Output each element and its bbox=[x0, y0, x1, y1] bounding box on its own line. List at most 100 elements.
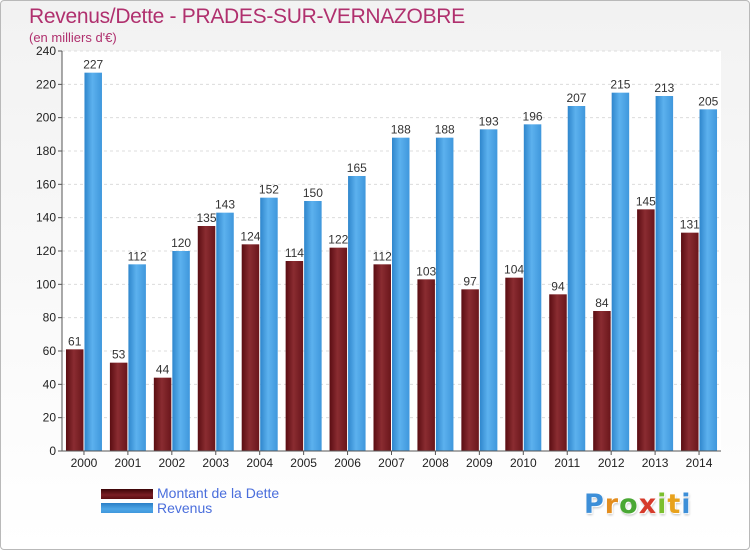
bar-revenus-2003[interactable] bbox=[216, 212, 234, 451]
logo-letter: o bbox=[619, 489, 639, 520]
value-label-dette-2011: 94 bbox=[551, 279, 565, 293]
y-tick-label: 180 bbox=[36, 144, 56, 158]
x-tick-label-2011: 2011 bbox=[554, 456, 580, 470]
value-label-dette-2005: 114 bbox=[285, 246, 304, 260]
bar-dette-2006[interactable] bbox=[329, 247, 348, 451]
value-label-dette-2003: 135 bbox=[197, 211, 217, 225]
x-tick-label-2002: 2002 bbox=[158, 456, 185, 470]
value-label-dette-2009: 97 bbox=[463, 274, 477, 288]
bar-dette-2001[interactable] bbox=[109, 362, 128, 451]
bar-revenus-2014[interactable] bbox=[699, 109, 718, 451]
value-label-revenus-2008: 188 bbox=[435, 123, 455, 137]
logo-letter: r bbox=[604, 489, 620, 520]
x-tick-label-2006: 2006 bbox=[334, 456, 361, 470]
bar-revenus-2007[interactable] bbox=[392, 137, 410, 451]
value-label-dette-2004: 124 bbox=[240, 229, 260, 243]
logo-letter: x bbox=[638, 489, 658, 520]
y-tick-label: 240 bbox=[36, 44, 56, 58]
y-tick-label: 160 bbox=[36, 177, 56, 191]
bar-dette-2002[interactable] bbox=[153, 377, 172, 451]
value-label-revenus-2010: 196 bbox=[523, 109, 543, 123]
x-tick-label-2013: 2013 bbox=[642, 456, 669, 470]
x-tick-label-2009: 2009 bbox=[466, 456, 493, 470]
legend-swatch-revenus bbox=[101, 503, 153, 513]
bar-revenus-2013[interactable] bbox=[655, 96, 674, 451]
bar-revenus-2002[interactable] bbox=[172, 251, 190, 451]
value-label-dette-2010: 104 bbox=[504, 263, 524, 277]
value-label-revenus-2013: 213 bbox=[654, 81, 674, 95]
value-label-revenus-2011: 207 bbox=[566, 91, 586, 105]
value-label-dette-2006: 122 bbox=[328, 233, 348, 247]
x-tick-label-2010: 2010 bbox=[510, 456, 537, 470]
bar-dette-2008[interactable] bbox=[417, 279, 435, 451]
value-label-dette-2008: 103 bbox=[416, 264, 436, 278]
bar-revenus-2004[interactable] bbox=[260, 197, 278, 451]
chart-title: Revenus/Dette - PRADES-SUR-VERNAZOBRE bbox=[29, 5, 465, 28]
y-tick-label: 140 bbox=[36, 211, 56, 225]
value-label-dette-2000: 61 bbox=[68, 334, 82, 348]
value-label-revenus-2003: 143 bbox=[215, 198, 235, 212]
x-tick-label-2001: 2001 bbox=[115, 456, 142, 470]
value-label-revenus-2004: 152 bbox=[259, 183, 279, 197]
bar-dette-2013[interactable] bbox=[637, 209, 655, 451]
x-tick-label-2004: 2004 bbox=[246, 456, 273, 470]
bar-revenus-2009[interactable] bbox=[479, 129, 498, 452]
bar-revenus-2010[interactable] bbox=[523, 124, 542, 451]
bar-dette-2003[interactable] bbox=[197, 226, 216, 451]
value-label-dette-2012: 84 bbox=[595, 296, 609, 310]
bar-revenus-2011[interactable] bbox=[567, 106, 586, 451]
value-label-revenus-2001: 112 bbox=[128, 249, 147, 263]
y-tick-label: 40 bbox=[43, 377, 57, 391]
x-tick-label-2003: 2003 bbox=[202, 456, 229, 470]
value-label-revenus-2012: 215 bbox=[610, 78, 630, 92]
value-label-dette-2014: 131 bbox=[680, 218, 700, 232]
logo-letter: P bbox=[584, 489, 605, 520]
bar-dette-2009[interactable] bbox=[461, 289, 479, 451]
bar-revenus-2008[interactable] bbox=[435, 137, 454, 451]
x-tick-label-2008: 2008 bbox=[422, 456, 449, 470]
bar-dette-2010[interactable] bbox=[505, 277, 523, 451]
bar-dette-2000[interactable] bbox=[65, 349, 84, 451]
y-tick-label: 100 bbox=[36, 277, 56, 291]
bar-dette-2004[interactable] bbox=[241, 244, 260, 451]
value-label-dette-2002: 44 bbox=[156, 363, 170, 377]
logo-letter: i bbox=[657, 489, 668, 520]
y-tick-label: 220 bbox=[36, 77, 56, 91]
bar-revenus-2001[interactable] bbox=[128, 264, 146, 451]
bar-dette-2012[interactable] bbox=[593, 311, 611, 451]
bar-dette-2005[interactable] bbox=[285, 261, 304, 451]
value-label-dette-2013: 145 bbox=[636, 194, 656, 208]
x-tick-label-2012: 2012 bbox=[598, 456, 625, 470]
bar-dette-2011[interactable] bbox=[549, 294, 567, 451]
x-tick-label-2000: 2000 bbox=[71, 456, 98, 470]
value-label-dette-2007: 112 bbox=[373, 249, 392, 263]
bar-revenus-2005[interactable] bbox=[304, 201, 322, 451]
value-label-dette-2001: 53 bbox=[112, 348, 126, 362]
y-tick-label: 80 bbox=[43, 311, 57, 325]
value-label-revenus-2002: 120 bbox=[171, 236, 191, 250]
y-tick-label: 200 bbox=[36, 111, 56, 125]
bar-dette-2014[interactable] bbox=[681, 232, 699, 451]
value-label-revenus-2000: 227 bbox=[83, 58, 103, 72]
y-tick-label: 0 bbox=[49, 444, 56, 458]
x-tick-label-2005: 2005 bbox=[290, 456, 317, 470]
value-label-revenus-2009: 193 bbox=[479, 114, 499, 128]
value-label-revenus-2005: 150 bbox=[303, 186, 323, 200]
x-tick-label-2007: 2007 bbox=[378, 456, 405, 470]
bar-revenus-2012[interactable] bbox=[611, 92, 630, 452]
legend-label-dette: Montant de la Dette bbox=[157, 485, 280, 501]
chart-subtitle: (en milliers d'€) bbox=[29, 30, 117, 45]
y-tick-label: 60 bbox=[43, 344, 57, 358]
logo-letter: i bbox=[681, 489, 692, 520]
y-tick-label: 120 bbox=[36, 244, 56, 258]
bar-dette-2007[interactable] bbox=[373, 264, 392, 451]
proxiti-logo[interactable]: Proxiti bbox=[584, 489, 692, 520]
legend-label-revenus: Revenus bbox=[157, 500, 213, 516]
value-label-revenus-2006: 165 bbox=[347, 161, 367, 175]
legend-swatch-dette bbox=[101, 489, 153, 499]
bar-revenus-2006[interactable] bbox=[348, 176, 366, 451]
value-label-revenus-2014: 205 bbox=[698, 94, 718, 108]
bar-revenus-2000[interactable] bbox=[84, 72, 102, 452]
